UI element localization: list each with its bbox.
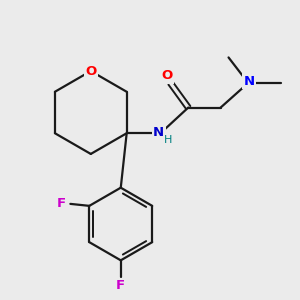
Text: O: O xyxy=(162,70,173,83)
Text: O: O xyxy=(85,64,96,78)
Text: N: N xyxy=(153,125,164,139)
Text: H: H xyxy=(164,135,172,145)
Text: F: F xyxy=(57,197,66,210)
Text: F: F xyxy=(116,279,125,292)
Text: N: N xyxy=(244,75,255,88)
